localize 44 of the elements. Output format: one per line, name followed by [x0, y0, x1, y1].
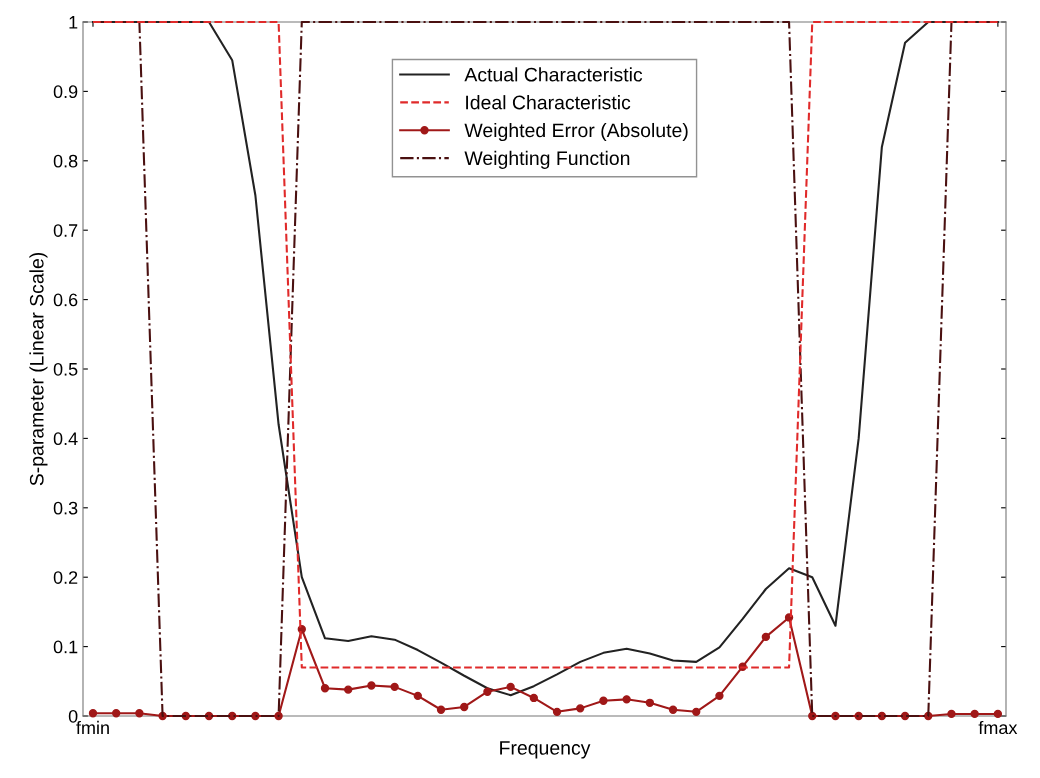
point — [761, 632, 771, 642]
y-tick-label: 0.5 — [53, 362, 78, 376]
point — [483, 687, 492, 696]
point — [947, 709, 956, 719]
point — [344, 685, 353, 694]
point — [320, 684, 330, 693]
x-tick-label: fmin — [76, 720, 109, 734]
point — [367, 681, 376, 690]
y-tick-label: 0.1 — [53, 640, 78, 654]
point — [599, 696, 608, 705]
point — [970, 709, 979, 719]
y-tick-label: 0.2 — [53, 571, 78, 584]
point — [88, 709, 98, 718]
y-tick-label: 0.7 — [53, 224, 78, 237]
y-tick-label: 0.9 — [53, 85, 78, 99]
point — [390, 682, 399, 692]
point — [993, 709, 1003, 719]
y-tick-label: 0.3 — [53, 501, 78, 515]
point — [645, 698, 655, 707]
x-axis-title: Frequency — [500, 741, 591, 759]
point — [135, 709, 144, 718]
y-tick-label: 0.6 — [53, 293, 78, 307]
point — [715, 691, 724, 701]
point — [552, 707, 562, 717]
legend-label: Weighted Error (Absolute) — [464, 122, 688, 142]
y-tick-label: 0.8 — [53, 154, 78, 168]
point — [460, 702, 469, 712]
x-tick-label: fmax — [978, 720, 1018, 735]
legend-label: Actual Characteristic — [464, 67, 643, 82]
point — [668, 705, 678, 714]
y-tick-label: 1 — [69, 16, 78, 29]
point — [112, 709, 121, 718]
point — [622, 695, 631, 704]
point — [413, 691, 422, 701]
point — [506, 682, 515, 692]
y-axis-title: S-parameter (Linear Scale) — [29, 252, 48, 486]
point — [576, 704, 585, 713]
point — [529, 693, 538, 703]
y-tick-label: 0.4 — [53, 432, 78, 446]
legend-label: Weighting Function — [464, 150, 630, 169]
point — [436, 705, 446, 714]
point — [692, 707, 701, 717]
legend-label: Ideal Characteristic — [466, 95, 631, 110]
y-tick-label: 0 — [68, 709, 78, 723]
